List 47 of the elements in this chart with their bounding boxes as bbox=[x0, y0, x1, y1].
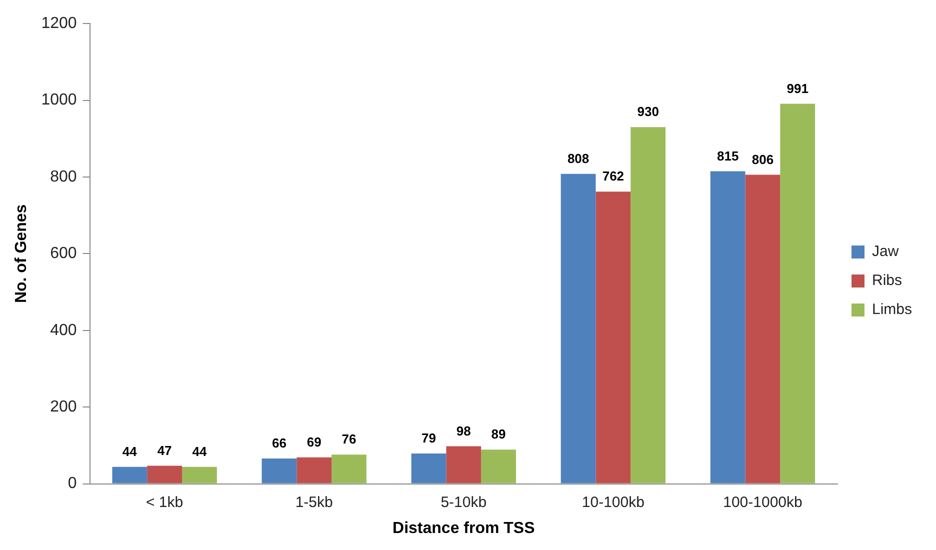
data-label: 808 bbox=[567, 151, 590, 166]
x-tick-label: 10-100kb bbox=[582, 494, 644, 511]
y-tick-label: 0 bbox=[68, 475, 77, 492]
data-label: 806 bbox=[752, 152, 774, 167]
bar bbox=[745, 174, 780, 484]
y-tick-label: 1200 bbox=[41, 15, 77, 32]
bar bbox=[780, 104, 816, 484]
data-label: 79 bbox=[422, 430, 436, 446]
bar bbox=[560, 174, 596, 484]
data-label: 762 bbox=[602, 168, 624, 184]
bar bbox=[182, 466, 217, 484]
bar bbox=[112, 466, 148, 484]
y-tick-label: 200 bbox=[50, 398, 77, 416]
bar bbox=[446, 446, 482, 484]
bar bbox=[147, 466, 182, 484]
bar bbox=[296, 457, 332, 484]
bar bbox=[411, 454, 446, 484]
y-tick-label: 600 bbox=[50, 245, 77, 262]
data-label: 930 bbox=[637, 104, 659, 120]
data-label: 47 bbox=[157, 442, 172, 458]
data-label: 76 bbox=[342, 432, 356, 447]
legend-label: Jaw bbox=[872, 243, 899, 260]
data-label: 815 bbox=[716, 148, 739, 164]
bar bbox=[596, 192, 631, 484]
x-tick-label: 1-5kb bbox=[295, 494, 333, 511]
data-label: 991 bbox=[786, 80, 808, 96]
bar bbox=[481, 450, 516, 484]
data-label: 44 bbox=[192, 444, 208, 460]
data-label: 44 bbox=[122, 444, 138, 460]
x-tick-label: < 1kb bbox=[146, 494, 184, 511]
y-tick-label: 1000 bbox=[41, 92, 77, 109]
x-axis-title: Distance from TSS bbox=[392, 520, 536, 537]
bar bbox=[262, 458, 297, 484]
legend-label: Ribs bbox=[872, 272, 902, 290]
data-label: 89 bbox=[491, 426, 506, 442]
legend-label: Limbs bbox=[872, 301, 912, 318]
data-label: 69 bbox=[306, 434, 322, 450]
y-axis-title: No. of Genes bbox=[13, 204, 30, 304]
data-label: 98 bbox=[456, 423, 471, 438]
y-tick-label: 800 bbox=[50, 168, 77, 186]
x-tick-label: 100-1000kb bbox=[723, 494, 802, 511]
bar bbox=[332, 454, 366, 484]
data-label: 66 bbox=[272, 436, 286, 451]
bar bbox=[710, 171, 746, 484]
x-tick-label: 5-10kb bbox=[440, 494, 487, 511]
y-tick-label: 400 bbox=[50, 322, 77, 339]
bar bbox=[630, 127, 666, 484]
